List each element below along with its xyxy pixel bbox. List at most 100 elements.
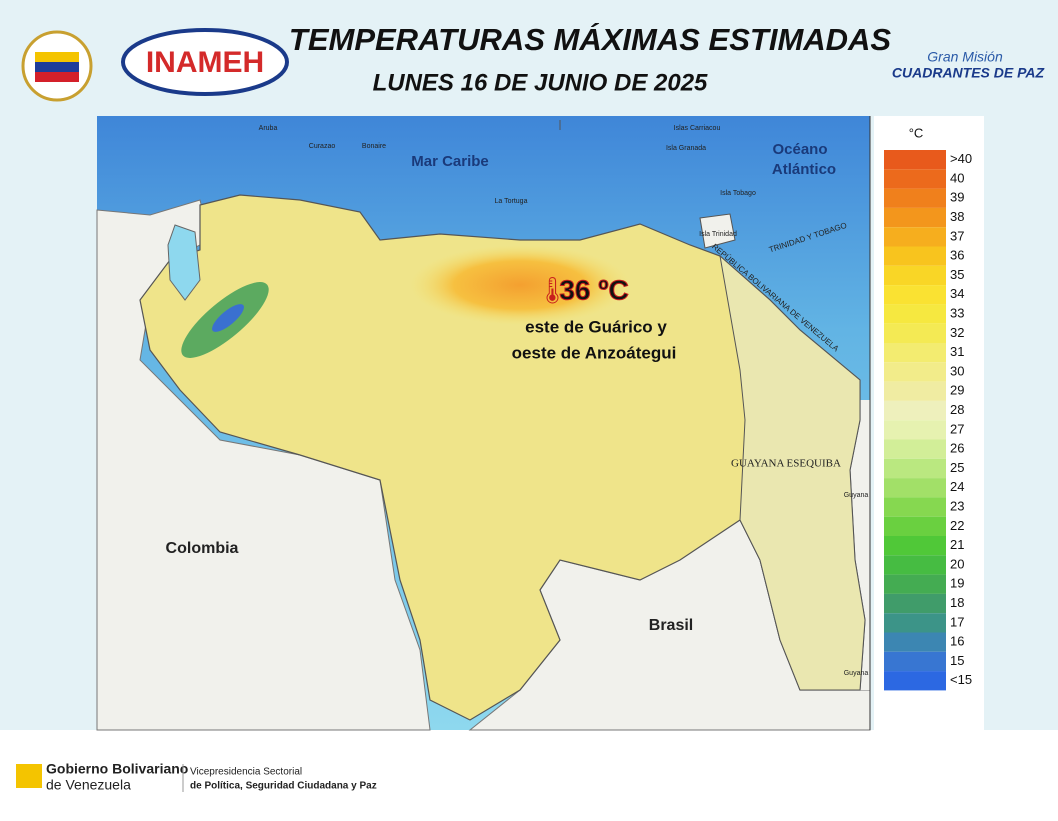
trinidad — [699, 213, 736, 249]
legend-label: 34 — [950, 286, 964, 301]
legend-label: 28 — [950, 402, 964, 417]
legend-swatch — [884, 420, 946, 440]
map-label: Guyana — [844, 670, 869, 677]
gov-line1: Gobierno Bolivariano — [46, 761, 188, 777]
legend-label: 30 — [950, 363, 964, 378]
legend-swatch — [884, 227, 946, 247]
legend-label: 25 — [950, 460, 964, 475]
gov-line2: de Venezuela — [46, 777, 131, 793]
legend-label: 24 — [950, 479, 964, 494]
map-label: Bonaire — [362, 143, 386, 150]
legend-swatch — [884, 285, 946, 305]
legend-label: 16 — [950, 634, 964, 649]
legend-swatch — [884, 478, 946, 498]
legend-label: >40 — [950, 151, 972, 166]
legend-label: 19 — [950, 576, 964, 591]
legend-unit: °C — [909, 125, 924, 140]
legend-label: 29 — [950, 383, 964, 398]
legend-swatch — [884, 555, 946, 575]
map-label: Isla Granada — [666, 145, 706, 152]
flag-stripe — [35, 72, 79, 82]
legend-label: 31 — [950, 344, 964, 359]
legend-swatch — [884, 323, 946, 343]
legend-swatch — [884, 671, 946, 691]
map-label: Atlántico — [772, 161, 836, 178]
map-label: Océano — [772, 141, 827, 158]
map-label: Mar Caribe — [411, 153, 489, 170]
guayana-esequiba — [719, 254, 866, 691]
map-label: Guyana — [844, 492, 869, 499]
legend-label: 26 — [950, 441, 964, 456]
legend-swatch — [884, 613, 946, 633]
inameh-text: INAMEH — [146, 46, 264, 79]
legend-label: 35 — [950, 267, 964, 282]
map-label: Isla Trinidad — [699, 231, 737, 238]
legend-swatch — [884, 536, 946, 556]
legend-label: 27 — [950, 421, 964, 436]
gov-flag — [16, 764, 42, 788]
lake-maracaibo — [167, 224, 201, 301]
legend-swatch — [884, 188, 946, 208]
map-label: Curazao — [309, 143, 336, 150]
legend-label: 33 — [950, 305, 964, 320]
legend-label: 21 — [950, 537, 964, 552]
flag-stripe — [35, 52, 79, 62]
legend-label: 36 — [950, 248, 964, 263]
legend-swatch — [884, 265, 946, 286]
legend-label: 38 — [950, 209, 964, 224]
map: Mar Caribe Océano Atlántico Colombia Brasil G… — [96, 116, 871, 731]
legend-swatch — [884, 169, 946, 189]
map-label: Colombia — [166, 540, 239, 557]
footer-band — [0, 730, 1058, 816]
legend-swatch — [884, 651, 946, 672]
inameh-logo — [121, 28, 289, 96]
map-label: Isla Tobago — [720, 190, 756, 197]
legend-swatch — [884, 497, 946, 517]
legend-swatch — [884, 400, 946, 421]
legend-label: 32 — [950, 325, 964, 340]
legend-swatch — [884, 304, 946, 324]
map-label: Aruba — [259, 125, 278, 132]
title: TEMPERATURAS MÁXIMAS ESTIMADAS — [289, 22, 892, 57]
legend-label: 40 — [950, 170, 964, 185]
legend-swatch — [884, 343, 946, 363]
legend-label: 15 — [950, 653, 964, 668]
hotspot — [410, 245, 630, 325]
legend-label: 22 — [950, 518, 964, 533]
vice-line2: de Política, Seguridad Ciudadana y Paz — [190, 781, 377, 792]
map-label: Islas Carriacou — [674, 125, 721, 132]
legend-label: 37 — [950, 228, 964, 243]
legend-label: 18 — [950, 595, 964, 610]
legend-swatch — [884, 516, 946, 536]
map-label: Brasil — [649, 617, 693, 634]
map-label: La Tortuga — [495, 198, 528, 205]
date: LUNES 16 DE JUNIO DE 2025 — [373, 69, 708, 96]
legend-label: 23 — [950, 498, 964, 513]
legend-swatch — [884, 632, 946, 652]
legend-label: 17 — [950, 614, 964, 629]
brand-top: Gran Misión — [927, 49, 1003, 65]
legend-swatch — [884, 207, 946, 228]
legend-swatch — [884, 593, 946, 614]
vice-line1: Vicepresidencia Sectorial — [190, 767, 302, 778]
legend-swatch — [884, 458, 946, 479]
highlight-value: 36 ºC — [559, 274, 628, 305]
legend-swatch — [884, 362, 946, 382]
andes-peak — [212, 304, 244, 332]
legend: >40 40 39 38 37 36 35 34 33 32 31 30 29 28 27 26 25 24 23 2… — [884, 150, 972, 691]
legend-label: 20 — [950, 556, 964, 571]
legend-swatch — [884, 439, 946, 459]
highlight-line2: oeste de Anzoátegui — [512, 343, 677, 362]
map-label: GUAYANA ESEQUIBA — [731, 458, 841, 470]
legend-label: 39 — [950, 190, 964, 205]
legend-swatch — [884, 381, 946, 401]
brand-bottom: CUADRANTES DE PAZ — [892, 65, 1045, 81]
highlight-line1: este de Guárico y — [525, 317, 667, 336]
legend-swatch — [884, 246, 946, 266]
legend-swatch — [884, 574, 946, 594]
flag-stripe — [35, 62, 79, 72]
thermometer-icon: 🌡 — [536, 275, 569, 305]
legend-swatch — [884, 150, 946, 170]
legend-label: <15 — [950, 672, 972, 687]
